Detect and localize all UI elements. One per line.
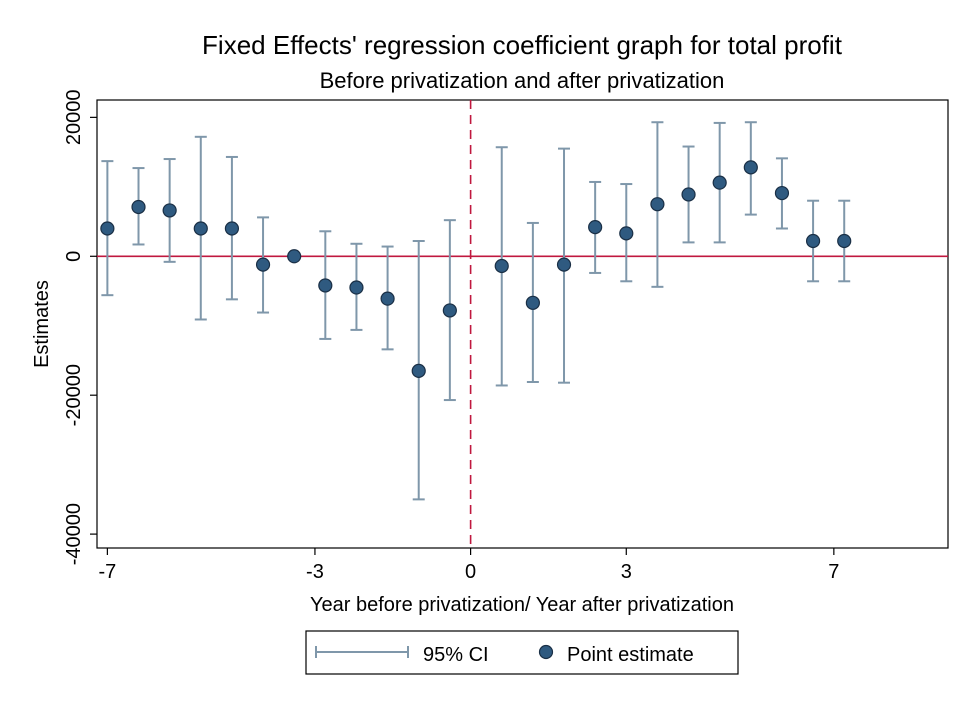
- point-estimate: [193, 221, 208, 236]
- plot-area-frame: [96, 99, 949, 549]
- legend-ci-label: 95% CI: [423, 644, 489, 666]
- y-tick-label: 0: [63, 251, 85, 262]
- point-estimate: [318, 278, 333, 293]
- legend: 95% CI Point estimate: [305, 630, 739, 675]
- point-estimate: [100, 221, 115, 236]
- legend-point-swatch: [538, 644, 554, 660]
- point-estimate: [650, 197, 665, 212]
- x-tick-label: -3: [306, 561, 324, 583]
- point-estimate: [494, 258, 509, 274]
- point-estimate: [287, 249, 302, 264]
- y-axis: 20000 0 -20000 -40000: [63, 90, 97, 565]
- legend-point-label: Point estimate: [567, 644, 694, 666]
- point-estimate: [255, 257, 271, 272]
- point-estimate: [131, 199, 146, 215]
- point-estimate: [588, 220, 603, 235]
- point-estimate: [411, 363, 426, 378]
- y-axis-label: Estimates: [31, 280, 53, 368]
- point-estimate: [162, 203, 177, 218]
- point-estimate: [380, 291, 395, 306]
- y-tick-label: -40000: [63, 503, 85, 565]
- chart-subtitle: Before privatization and after privatiza…: [320, 68, 725, 93]
- x-tick-label: -7: [98, 561, 116, 583]
- point-estimate: [349, 280, 364, 295]
- chart-title: Fixed Effects' regression coefficient gr…: [202, 30, 843, 60]
- point-estimates: [100, 160, 852, 378]
- x-tick-label: 7: [828, 561, 839, 583]
- point-estimate: [774, 185, 790, 201]
- point-estimate: [442, 303, 457, 318]
- x-tick-label: 0: [465, 561, 476, 583]
- point-estimate: [743, 160, 758, 175]
- x-tick-label: 3: [621, 561, 632, 583]
- point-estimate: [619, 226, 634, 241]
- y-tick-label: -20000: [63, 364, 85, 426]
- point-estimate: [525, 295, 540, 310]
- point-estimate: [556, 257, 572, 272]
- point-estimate: [712, 175, 727, 190]
- x-axis-label: Year before privatization/ Year after pr…: [310, 594, 734, 616]
- x-axis: -7 -3 0 3 7: [98, 548, 839, 583]
- point-estimate: [837, 233, 852, 249]
- point-estimate: [805, 233, 821, 249]
- reference-lines: [97, 100, 948, 548]
- point-estimate: [681, 187, 696, 202]
- point-estimate: [224, 221, 240, 236]
- y-tick-label: 20000: [63, 90, 85, 146]
